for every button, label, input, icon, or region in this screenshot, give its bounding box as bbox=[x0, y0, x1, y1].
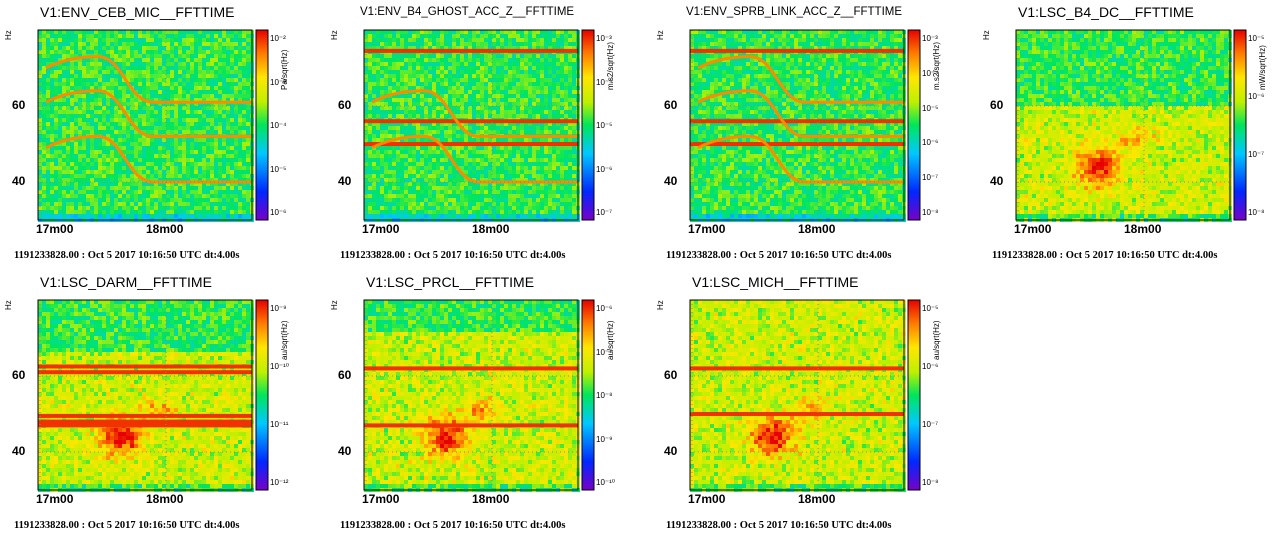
colorbar-tick-label: 10⁻⁸ bbox=[922, 478, 939, 487]
timestamp-footer: 1191233828.00 : Oct 5 2017 10:16:50 UTC … bbox=[666, 250, 891, 261]
y-tick-label: 40 bbox=[990, 174, 1003, 188]
colorbar-tick-label: 10⁻⁶ bbox=[596, 304, 612, 313]
colorbar-tick-label: 10⁻¹² bbox=[270, 478, 288, 487]
colorbar-unit-label: mW/sqrt(Hz) bbox=[1258, 45, 1267, 90]
colorbar-tick-label: 10⁻⁷ bbox=[596, 208, 612, 217]
y-tick-label: 60 bbox=[338, 98, 351, 112]
y-tick-label: 60 bbox=[338, 368, 351, 382]
y-tick-label: 40 bbox=[664, 444, 677, 458]
colorbar-tick-label: 10⁻⁵ bbox=[596, 121, 612, 130]
colorbar-unit-label: au/sqrt(Hz) bbox=[932, 320, 941, 360]
spectral-line bbox=[38, 420, 252, 424]
timestamp-footer: 1191233828.00 : Oct 5 2017 10:16:50 UTC … bbox=[14, 250, 239, 261]
colorbar-tick-label: 10⁻⁸ bbox=[1248, 208, 1265, 217]
spectral-line bbox=[38, 365, 252, 369]
x-tick-label: 18m00 bbox=[1124, 222, 1161, 236]
colorbar-unit-label: au/sqrt(Hz) bbox=[280, 320, 289, 360]
colorbar-tick-label: 10⁻⁷ bbox=[922, 420, 938, 429]
spectral-line bbox=[690, 49, 904, 53]
x-tick-label: 18m00 bbox=[798, 492, 835, 506]
x-tick-label: 18m00 bbox=[472, 222, 509, 236]
colorbar bbox=[256, 300, 268, 490]
colorbar-tick-label: 10⁻⁵ bbox=[1248, 34, 1264, 43]
colorbar bbox=[582, 30, 594, 220]
x-tick-label: 18m00 bbox=[798, 222, 835, 236]
y-tick-label: 40 bbox=[12, 174, 25, 188]
spectral-line bbox=[38, 370, 252, 374]
colorbar-unit-label: Pa/sqrt(Hz) bbox=[280, 50, 289, 90]
x-tick-label: 17m00 bbox=[36, 492, 73, 506]
x-tick-label: 17m00 bbox=[36, 222, 73, 236]
colorbar-tick-label: 10⁻⁵ bbox=[922, 104, 938, 113]
colorbar-tick-label: 10⁻⁶ bbox=[1248, 92, 1264, 101]
colorbar-tick-label: 10⁻⁵ bbox=[922, 304, 938, 313]
colorbar-tick-label: 10⁻⁸ bbox=[596, 391, 613, 400]
x-tick-label: 17m00 bbox=[1014, 222, 1051, 236]
timestamp-footer: 1191233828.00 : Oct 5 2017 10:16:50 UTC … bbox=[666, 520, 891, 531]
spectral-line bbox=[364, 119, 578, 123]
x-tick-label: 17m00 bbox=[362, 222, 399, 236]
spectral-line bbox=[38, 414, 252, 418]
spectral-line bbox=[690, 412, 904, 416]
x-tick-label: 18m00 bbox=[146, 492, 183, 506]
spectral-line bbox=[690, 366, 904, 370]
colorbar-tick-label: 10⁻⁷ bbox=[922, 173, 938, 182]
spectral-line bbox=[364, 423, 578, 427]
timestamp-footer: 1191233828.00 : Oct 5 2017 10:16:50 UTC … bbox=[14, 520, 239, 531]
colorbar-tick-label: 10⁻⁶ bbox=[270, 208, 286, 217]
colorbar-tick-label: 10⁻¹⁰ bbox=[270, 362, 289, 371]
colorbar-tick-label: 10⁻⁹ bbox=[596, 435, 613, 444]
spectral-line bbox=[690, 119, 904, 123]
colorbar-tick-label: 10⁻⁸ bbox=[922, 208, 939, 217]
timestamp-footer: 1191233828.00 : Oct 5 2017 10:16:50 UTC … bbox=[340, 250, 565, 261]
x-tick-label: 17m00 bbox=[688, 222, 725, 236]
colorbar-tick-label: 10⁻¹⁰ bbox=[596, 478, 615, 487]
colorbar bbox=[908, 30, 920, 220]
y-tick-label: 60 bbox=[990, 98, 1003, 112]
y-tick-label: 40 bbox=[12, 444, 25, 458]
x-tick-label: 17m00 bbox=[362, 492, 399, 506]
colorbar bbox=[256, 30, 268, 220]
colorbar bbox=[582, 300, 594, 490]
y-tick-label: 60 bbox=[664, 368, 677, 382]
y-tick-label: 40 bbox=[338, 444, 351, 458]
colorbar-tick-label: 10⁻⁹ bbox=[270, 304, 287, 313]
spectral-line bbox=[690, 142, 904, 146]
y-tick-label: 40 bbox=[664, 174, 677, 188]
colorbar bbox=[1234, 30, 1246, 220]
spectral-line bbox=[364, 366, 578, 370]
x-tick-label: 18m00 bbox=[472, 492, 509, 506]
timestamp-footer: 1191233828.00 : Oct 5 2017 10:16:50 UTC … bbox=[340, 520, 565, 531]
spectral-line bbox=[364, 142, 578, 146]
colorbar-tick-label: 10⁻⁴ bbox=[270, 121, 287, 130]
colorbar-unit-label: m.s2/sqrt(Hz) bbox=[932, 42, 941, 90]
colorbar-tick-label: 10⁻¹¹ bbox=[270, 420, 288, 429]
colorbar-tick-label: 10⁻⁵ bbox=[270, 165, 286, 174]
y-tick-label: 60 bbox=[12, 368, 25, 382]
y-tick-label: 60 bbox=[12, 98, 25, 112]
x-tick-label: 18m00 bbox=[146, 222, 183, 236]
spectral-line bbox=[364, 49, 578, 53]
colorbar-tick-label: 10⁻⁶ bbox=[922, 362, 938, 371]
spectral-line bbox=[38, 423, 252, 427]
colorbar-tick-label: 10⁻⁷ bbox=[1248, 150, 1264, 159]
timestamp-footer: 1191233828.00 : Oct 5 2017 10:16:50 UTC … bbox=[992, 250, 1217, 261]
colorbar bbox=[908, 300, 920, 490]
colorbar-tick-label: 10⁻⁶ bbox=[596, 165, 612, 174]
x-tick-label: 17m00 bbox=[688, 492, 725, 506]
y-tick-label: 40 bbox=[338, 174, 351, 188]
colorbar-tick-label: 10⁻² bbox=[270, 34, 286, 43]
y-tick-label: 60 bbox=[664, 98, 677, 112]
colorbar-tick-label: 10⁻⁶ bbox=[922, 138, 938, 147]
colorbar-unit-label: m.s2/sqrt(Hz) bbox=[606, 42, 615, 90]
colorbar-unit-label: au/sqrt(Hz) bbox=[606, 320, 615, 360]
